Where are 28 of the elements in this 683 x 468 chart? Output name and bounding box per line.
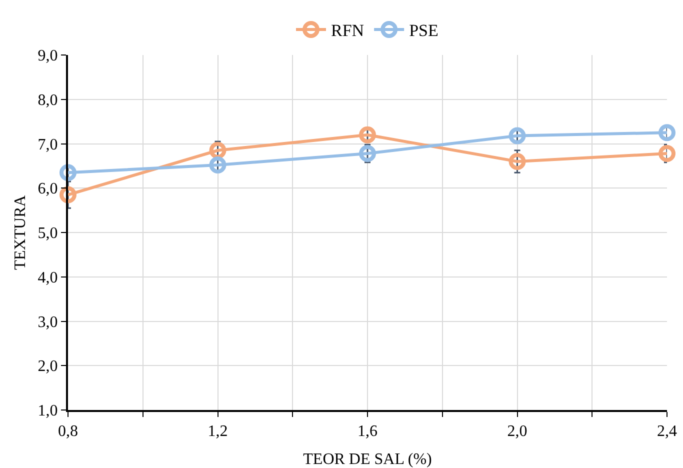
x-tick-label: 2,4 xyxy=(657,423,677,440)
point xyxy=(359,126,376,144)
x-tick-label: 1,2 xyxy=(208,423,228,440)
y-tick-label: 5,0 xyxy=(38,225,58,242)
x-axis-title: TEOR DE SAL (%) xyxy=(303,451,432,468)
point xyxy=(359,145,376,162)
y-tick-label: 1,0 xyxy=(38,402,58,420)
y-tick-label: 9,0 xyxy=(38,48,58,65)
y-axis-title: TEXTURA xyxy=(12,194,29,270)
x-tick-label: 2,0 xyxy=(507,423,528,440)
point xyxy=(658,124,676,142)
y-tick-label: 7,0 xyxy=(38,136,58,154)
x-tick-label: 1,6 xyxy=(358,423,378,440)
point xyxy=(508,153,526,170)
x-tick-label: 0,8 xyxy=(58,423,78,440)
point xyxy=(60,164,76,182)
point xyxy=(658,145,676,162)
point xyxy=(209,142,226,159)
y-tick-label: 3,0 xyxy=(38,314,58,331)
y-tick-label: 6,0 xyxy=(38,180,58,198)
legend-label: PSE xyxy=(409,21,438,40)
legend-label: RFN xyxy=(331,21,364,40)
y-tick-label: 8,0 xyxy=(38,92,58,109)
y-tick-label: 2,0 xyxy=(38,358,58,376)
point xyxy=(508,127,526,144)
y-tick-label: 4,0 xyxy=(38,269,58,286)
point xyxy=(60,186,76,204)
point xyxy=(209,156,226,174)
